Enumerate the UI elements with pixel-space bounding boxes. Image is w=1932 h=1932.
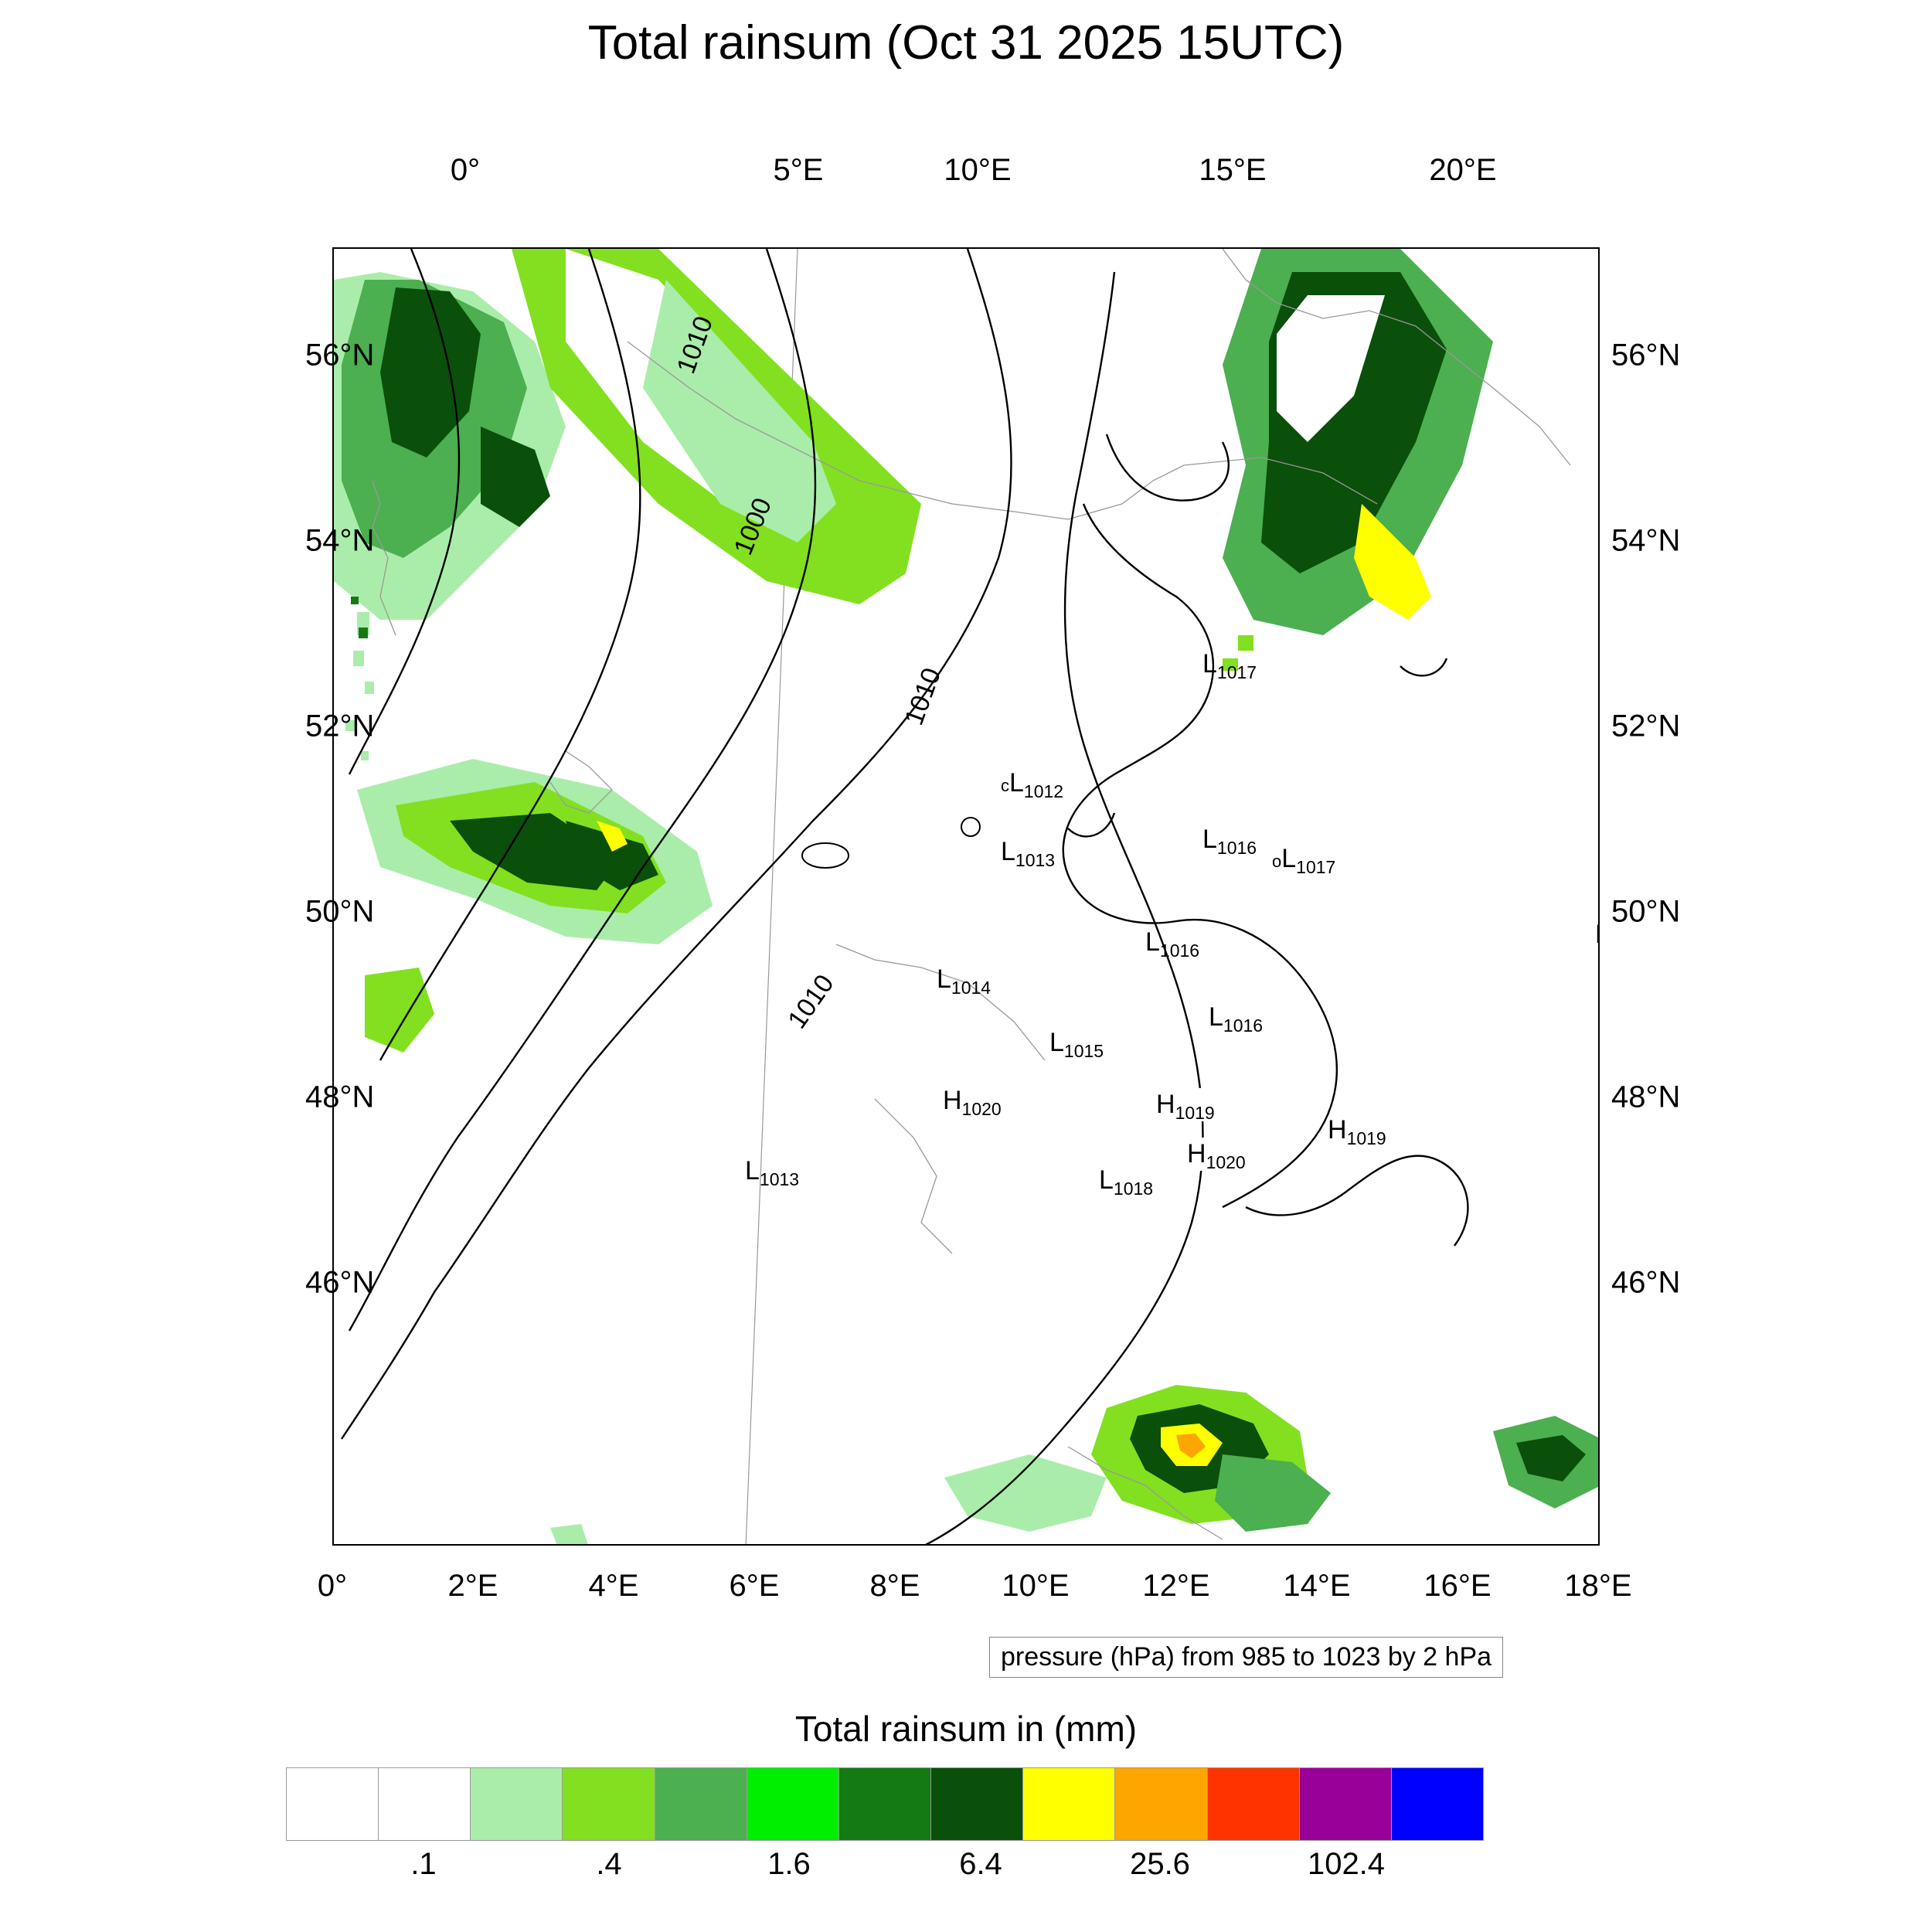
colorbar-cell-10 [1208, 1768, 1300, 1840]
top-axis-label-0: 0° [451, 153, 480, 188]
bottom-axis-label-8E: 8°E [870, 1569, 920, 1604]
bottom-axis-label-14E: 14°E [1283, 1569, 1350, 1604]
colorbar-tick-0_4: .4 [596, 1847, 621, 1882]
bottom-axis-label-6E: 6°E [730, 1569, 780, 1604]
top-axis-label-10E: 10°E [944, 153, 1011, 188]
top-axis-label-5E: 5°E [774, 153, 824, 188]
pressure-caption-text: pressure (hPa) from 985 to 1023 by 2 hPa [1001, 1642, 1492, 1672]
colorbar-cell-0 [287, 1768, 379, 1840]
bottom-axis-label-4E: 4°E [589, 1569, 639, 1604]
colorbar-tick-labels: .1 .4 1.6 6.4 25.6 102.4 [286, 1841, 1484, 1895]
bottom-axis-label-18E: 18°E [1564, 1569, 1631, 1604]
top-axis-label-15E: 15°E [1199, 153, 1266, 188]
colorbar-cell-9 [1115, 1768, 1207, 1840]
left-axis-label-54N: 54°N [305, 524, 374, 559]
colorbar-tick-102_4: 102.4 [1308, 1847, 1385, 1882]
colorbar-cell-12 [1392, 1768, 1483, 1840]
map-plot-area: 1000 1010 1010 1010 L1017 cL1012 L1013 L… [332, 247, 1600, 1546]
colorbar-cell-1 [379, 1768, 471, 1840]
pressure-caption-box: pressure (hPa) from 985 to 1023 by 2 hPa [989, 1637, 1503, 1678]
colorbar-cell-11 [1300, 1768, 1392, 1840]
right-axis-label-46N: 46°N [1611, 1266, 1680, 1301]
left-axis-label-48N: 48°N [305, 1080, 374, 1115]
colorbar-cell-2 [471, 1768, 563, 1840]
colorbar-tick-1_6: 1.6 [767, 1847, 811, 1882]
colorbar-tick-25_6: 25.6 [1130, 1847, 1190, 1882]
right-axis-label-52N: 52°N [1611, 709, 1680, 744]
colorbar-cell-5 [747, 1768, 839, 1840]
bottom-axis-label-2E: 2°E [448, 1569, 498, 1604]
colorbar-tick-0_1: .1 [410, 1847, 436, 1882]
colorbar-cell-6 [839, 1768, 931, 1840]
left-axis-label-52N: 52°N [305, 709, 374, 744]
right-axis-label-48N: 48°N [1611, 1080, 1680, 1115]
right-axis-label-50N: 50°N [1611, 895, 1680, 930]
bottom-axis-label-16E: 16°E [1423, 1569, 1491, 1604]
left-axis-label-56N: 56°N [305, 338, 374, 373]
colorbar-wrapper: .1 .4 1.6 6.4 25.6 102.4 [286, 1767, 1484, 1895]
top-axis-label-20E: 20°E [1429, 153, 1496, 188]
colorbar-swatches [286, 1767, 1484, 1841]
colorbar-cell-4 [655, 1768, 747, 1840]
colorbar-cell-7 [931, 1768, 1023, 1840]
left-axis-label-50N: 50°N [305, 895, 374, 930]
bottom-axis-label-12E: 12°E [1142, 1569, 1209, 1604]
low-marker-circles [334, 249, 1600, 1546]
colorbar-cell-8 [1023, 1768, 1115, 1840]
chart-title: Total rainsum (Oct 31 2025 15UTC) [0, 15, 1932, 70]
colorbar-tick-6_4: 6.4 [959, 1847, 1002, 1882]
colorbar-cell-3 [563, 1768, 655, 1840]
left-axis-label-46N: 46°N [305, 1266, 374, 1301]
right-axis-label-56N: 56°N [1611, 338, 1680, 373]
bottom-axis-label-0: 0° [318, 1569, 347, 1604]
right-axis-label-54N: 54°N [1611, 524, 1680, 559]
colorbar-title: Total rainsum in (mm) [0, 1708, 1932, 1750]
bottom-axis-label-10E: 10°E [1002, 1569, 1069, 1604]
